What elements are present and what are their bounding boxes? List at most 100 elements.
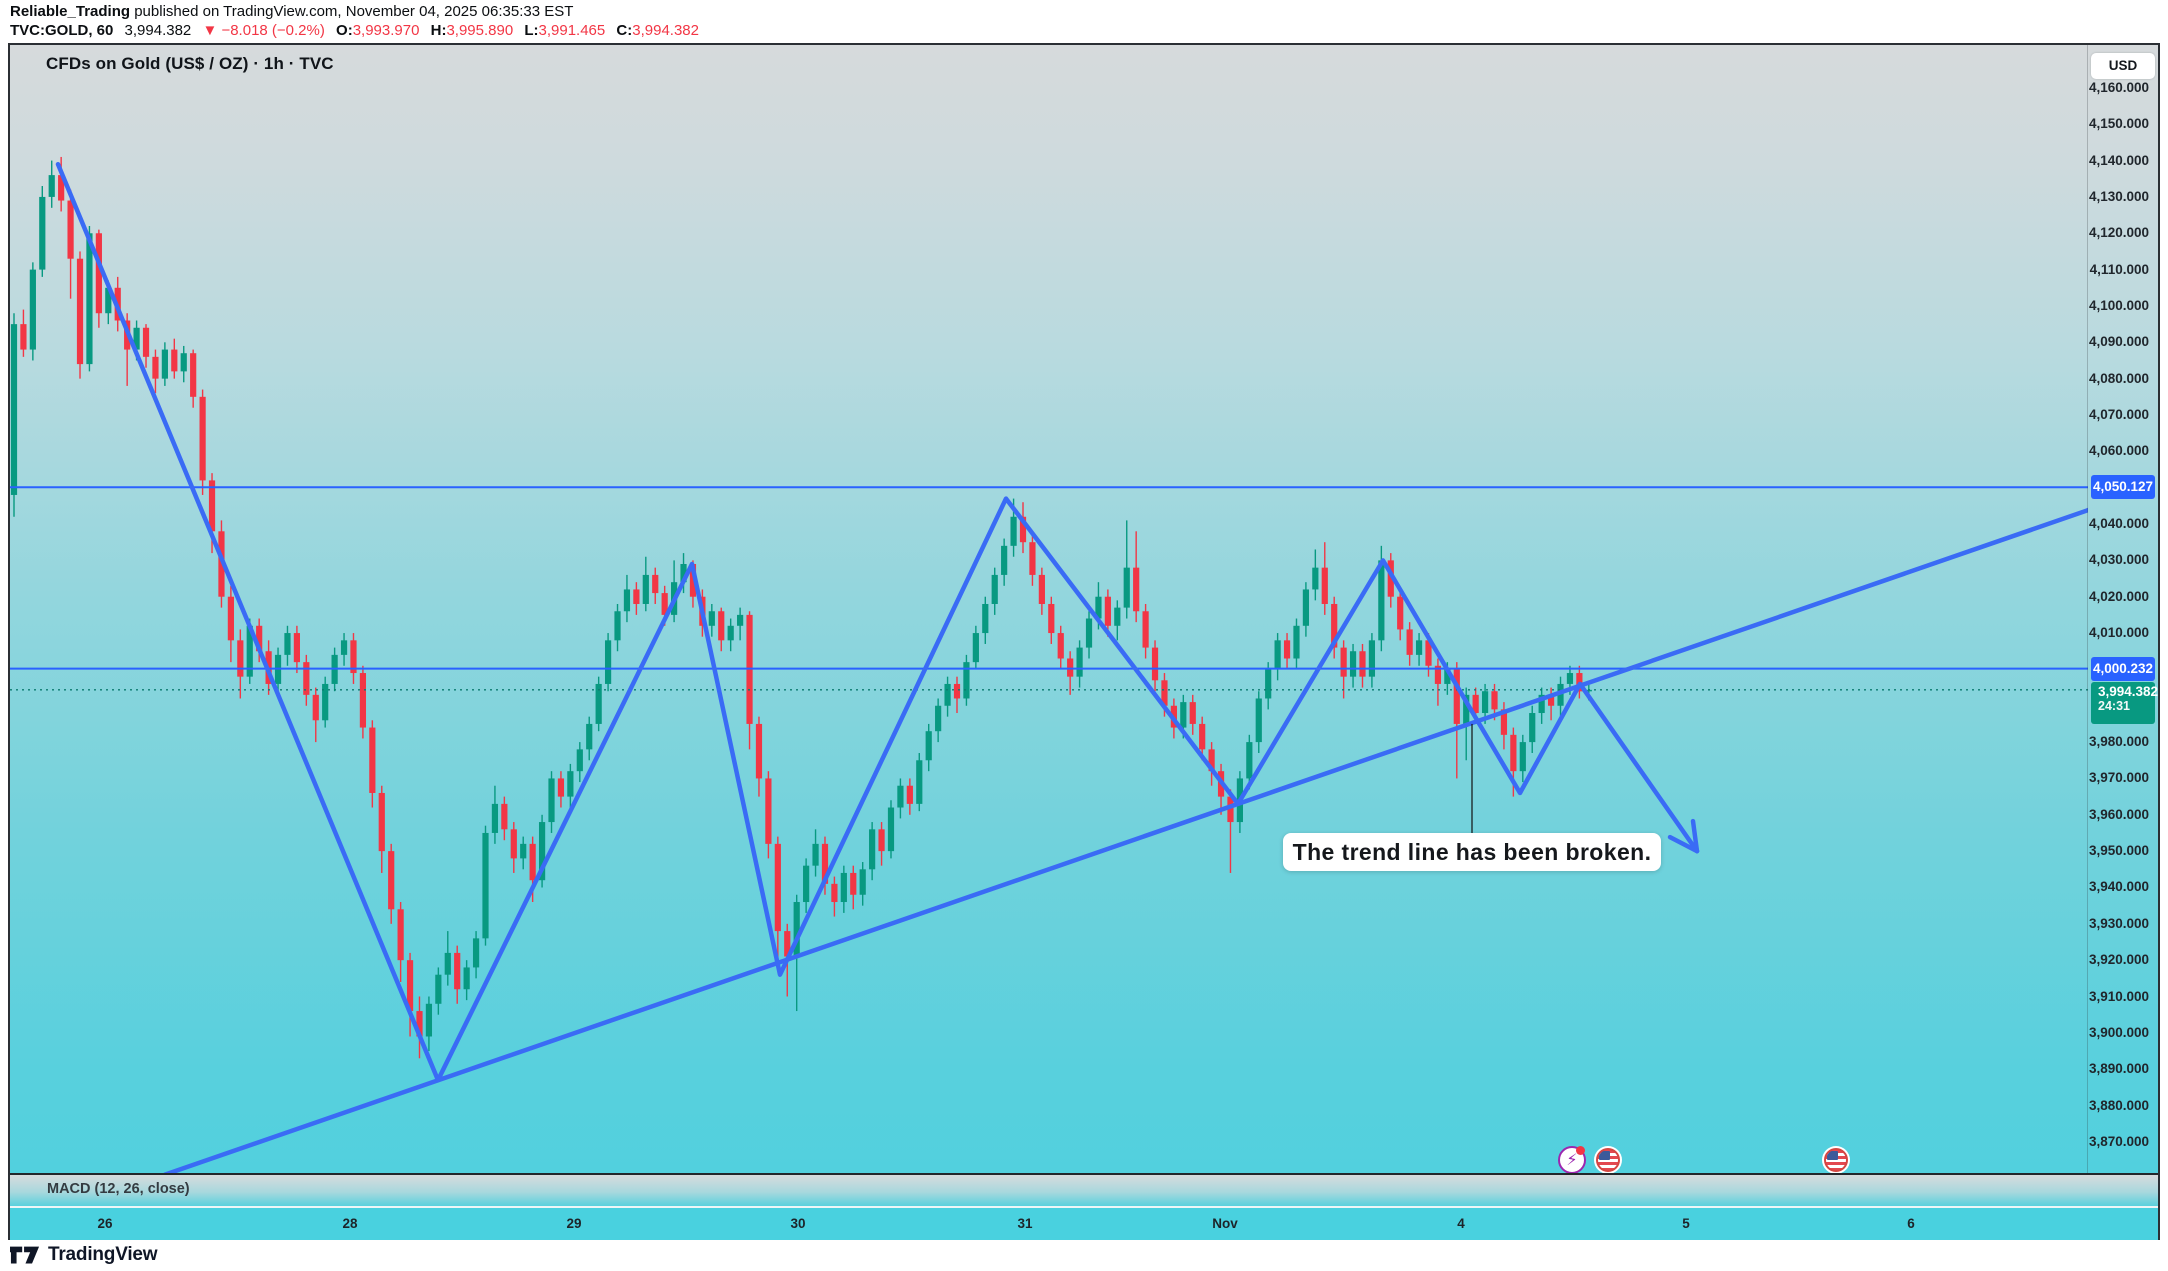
candle <box>1151 640 1159 692</box>
candle <box>190 349 197 408</box>
price-axis-label: 4,100.000 <box>2088 297 2149 313</box>
time-axis-label: 26 <box>97 1216 113 1231</box>
candle <box>869 822 876 881</box>
candle <box>227 585 234 663</box>
candle <box>312 687 319 743</box>
candle <box>1142 603 1149 659</box>
candle <box>586 716 593 761</box>
tradingview-logo-icon <box>10 1246 40 1264</box>
high-label: H: <box>430 22 447 39</box>
candle <box>1001 538 1008 586</box>
time-axis[interactable]: 26 28 29 30 31 Nov 4 5 6 <box>10 1206 2158 1240</box>
candle <box>774 836 781 968</box>
candle <box>1331 596 1338 659</box>
ascending-trendline[interactable] <box>163 507 2088 1173</box>
candle <box>39 186 46 277</box>
price-axis-label: 3,880.000 <box>2088 1097 2149 1113</box>
candlestick-chart <box>10 156 2088 1173</box>
trendline-broken-annotation[interactable]: The trend line has been broken. <box>1283 833 1661 871</box>
candle <box>1434 658 1442 706</box>
candle <box>925 723 932 772</box>
candle <box>76 251 84 379</box>
tradingview-brand-name: TradingView <box>48 1244 158 1265</box>
candle <box>20 309 27 357</box>
candle <box>1057 625 1064 670</box>
candle <box>444 931 451 986</box>
candle <box>1274 633 1281 681</box>
economic-event-flash-icon[interactable]: ⚡ <box>1558 1146 1586 1173</box>
candle <box>859 862 866 906</box>
price-axis-label: 4,010.000 <box>2088 625 2149 641</box>
us-flag-icon <box>1596 1148 1620 1172</box>
chart-frame: CFDs on Gold (US$ / OZ) · 1h · TVC The t… <box>8 43 2160 1240</box>
candle <box>1029 534 1036 586</box>
price-axis-label: 4,150.000 <box>2088 116 2149 132</box>
candle <box>510 822 517 873</box>
price-axis[interactable]: USD 4,160.000 4,150.000 4,140.000 4,130.000… <box>2087 45 2158 1173</box>
candle <box>1246 734 1253 790</box>
time-axis-label: Nov <box>1212 1216 1238 1231</box>
candle <box>567 763 574 808</box>
candle <box>1133 531 1140 623</box>
candle <box>1529 705 1536 754</box>
candle <box>1538 687 1545 724</box>
low-label: L: <box>524 22 539 39</box>
candle <box>1038 567 1045 615</box>
us-economic-event-icon[interactable] <box>1594 1146 1622 1173</box>
candle <box>1104 589 1111 637</box>
ticker-symbol: TVC:GOLD, 60 <box>10 22 114 39</box>
price-axis-label: 4,030.000 <box>2088 552 2149 568</box>
candle <box>378 785 385 873</box>
candle <box>972 625 979 670</box>
byline: Reliable_Trading published on TradingVie… <box>10 2 2160 21</box>
zigzag-drawing[interactable] <box>55 161 1700 1083</box>
candle <box>803 858 810 913</box>
candle <box>1415 633 1423 666</box>
candle <box>1302 582 1310 637</box>
byline-text: published on TradingView.com, November 0… <box>130 3 574 20</box>
open-value: 3,993.970 <box>352 22 420 39</box>
bar-countdown: 24:31 <box>2098 698 2130 713</box>
candle <box>831 876 838 917</box>
candle <box>152 349 159 394</box>
candle <box>171 338 178 379</box>
candle <box>491 785 499 844</box>
candle <box>595 676 602 732</box>
candle <box>793 894 800 1012</box>
price-axis-label: 4,020.000 <box>2088 588 2149 604</box>
candle <box>737 607 744 641</box>
us-economic-event-icon[interactable] <box>1822 1146 1850 1173</box>
price-axis-label: 4,120.000 <box>2088 225 2149 241</box>
tradingview-brand-link[interactable]: TradingView <box>10 1243 158 1267</box>
candle <box>944 676 951 717</box>
candle <box>1208 742 1215 786</box>
chart-pane[interactable]: CFDs on Gold (US$ / OZ) · 1h · TVC The t… <box>10 45 2088 1173</box>
open-label: O: <box>336 22 353 39</box>
ticker-line: TVC:GOLD, 60 3,994.382 ▼ −8.018 (−0.2%) … <box>10 21 2160 40</box>
macd-pane[interactable]: MACD (12, 26, close) <box>10 1173 2158 1206</box>
time-axis-label: 5 <box>1682 1216 1690 1231</box>
candle <box>1557 676 1564 717</box>
candle <box>604 633 612 692</box>
last-price-text: 3,994.382 <box>124 22 192 39</box>
last-price-badge: 3,994.382 24:31 <box>2091 681 2158 724</box>
price-axis-label: 4,040.000 <box>2088 516 2149 532</box>
price-axis-label: 3,950.000 <box>2088 843 2149 859</box>
candle <box>1255 691 1262 754</box>
candle <box>1076 640 1083 688</box>
chart-title: CFDs on Gold (US$ / OZ) · 1h · TVC <box>46 54 334 73</box>
candle <box>322 676 329 728</box>
price-axis-label: 3,900.000 <box>2088 1024 2149 1040</box>
candle <box>765 771 772 859</box>
candle <box>953 676 961 714</box>
candle <box>1085 611 1093 659</box>
candle <box>1397 589 1404 641</box>
candle <box>1406 622 1413 666</box>
price-axis-label: 3,910.000 <box>2088 988 2149 1004</box>
time-axis-label: 30 <box>790 1216 806 1231</box>
candle <box>29 262 36 361</box>
candle <box>501 796 508 841</box>
candle <box>284 625 291 666</box>
candle <box>340 633 348 666</box>
candle <box>416 996 423 1059</box>
